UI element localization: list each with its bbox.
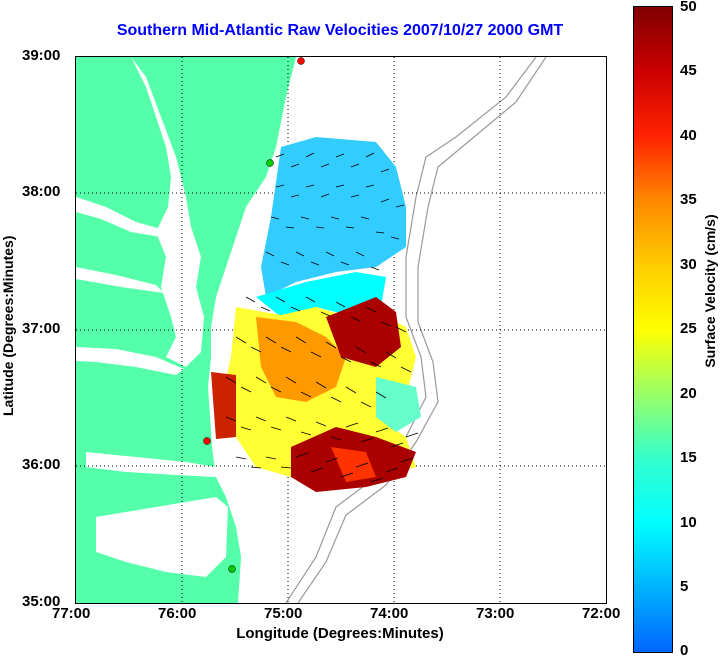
colorbar-label: Surface Velocity (cm/s) — [702, 214, 718, 368]
colorbar-tick-label: 45 — [680, 62, 697, 79]
station-marker — [266, 159, 274, 167]
isobath-contour — [297, 57, 547, 603]
colorbar-tick-label: 35 — [680, 191, 697, 208]
colorbar — [633, 6, 673, 653]
james-river — [76, 347, 184, 375]
rappahannock-river — [76, 267, 164, 293]
x-tick-label: 73:00 — [476, 605, 515, 622]
map-plot-area — [75, 56, 607, 604]
x-tick-label: 77:00 — [52, 605, 91, 622]
pamlico-sound — [96, 497, 228, 577]
potomac-river — [76, 197, 161, 237]
x-tick-label: 72:00 — [582, 605, 621, 622]
x-tick-label: 76:00 — [158, 605, 197, 622]
station-marker — [203, 437, 211, 445]
colorbar-tick-label: 40 — [680, 127, 697, 144]
colorbar-tick-label: 0 — [680, 642, 689, 659]
x-axis-label: Longitude (Degrees:Minutes) — [236, 625, 444, 642]
x-tick-label: 74:00 — [370, 605, 409, 622]
colorbar-tick-label: 15 — [680, 449, 697, 466]
y-tick-label: 36:00 — [22, 456, 61, 473]
colorbar-tick-label: 50 — [680, 0, 697, 15]
station-marker — [228, 565, 236, 573]
y-tick-label: 39:00 — [22, 47, 61, 64]
colorbar-tick-label: 25 — [680, 320, 697, 337]
y-axis-label: Latitude (Degrees:Minutes) — [0, 235, 16, 416]
map-title: Southern Mid-Atlantic Raw Velocities 200… — [116, 22, 564, 39]
map-canvas — [76, 57, 606, 603]
y-tick-label: 38:00 — [22, 183, 61, 200]
colorbar-tick-label: 30 — [680, 256, 697, 273]
albemarle-sound — [86, 452, 216, 477]
y-tick-label: 35:00 — [22, 593, 61, 610]
y-tick-label: 37:00 — [22, 320, 61, 337]
colorbar-tick-label: 10 — [680, 514, 697, 531]
chesapeake-bay — [131, 57, 204, 367]
station-marker — [297, 57, 305, 65]
isobath-contour — [285, 57, 537, 603]
velocity-field — [211, 137, 421, 492]
velocity-vectors — [225, 152, 419, 483]
x-tick-label: 75:00 — [264, 605, 303, 622]
colorbar-tick-label: 5 — [680, 578, 689, 595]
colorbar-tick-label: 20 — [680, 385, 697, 402]
